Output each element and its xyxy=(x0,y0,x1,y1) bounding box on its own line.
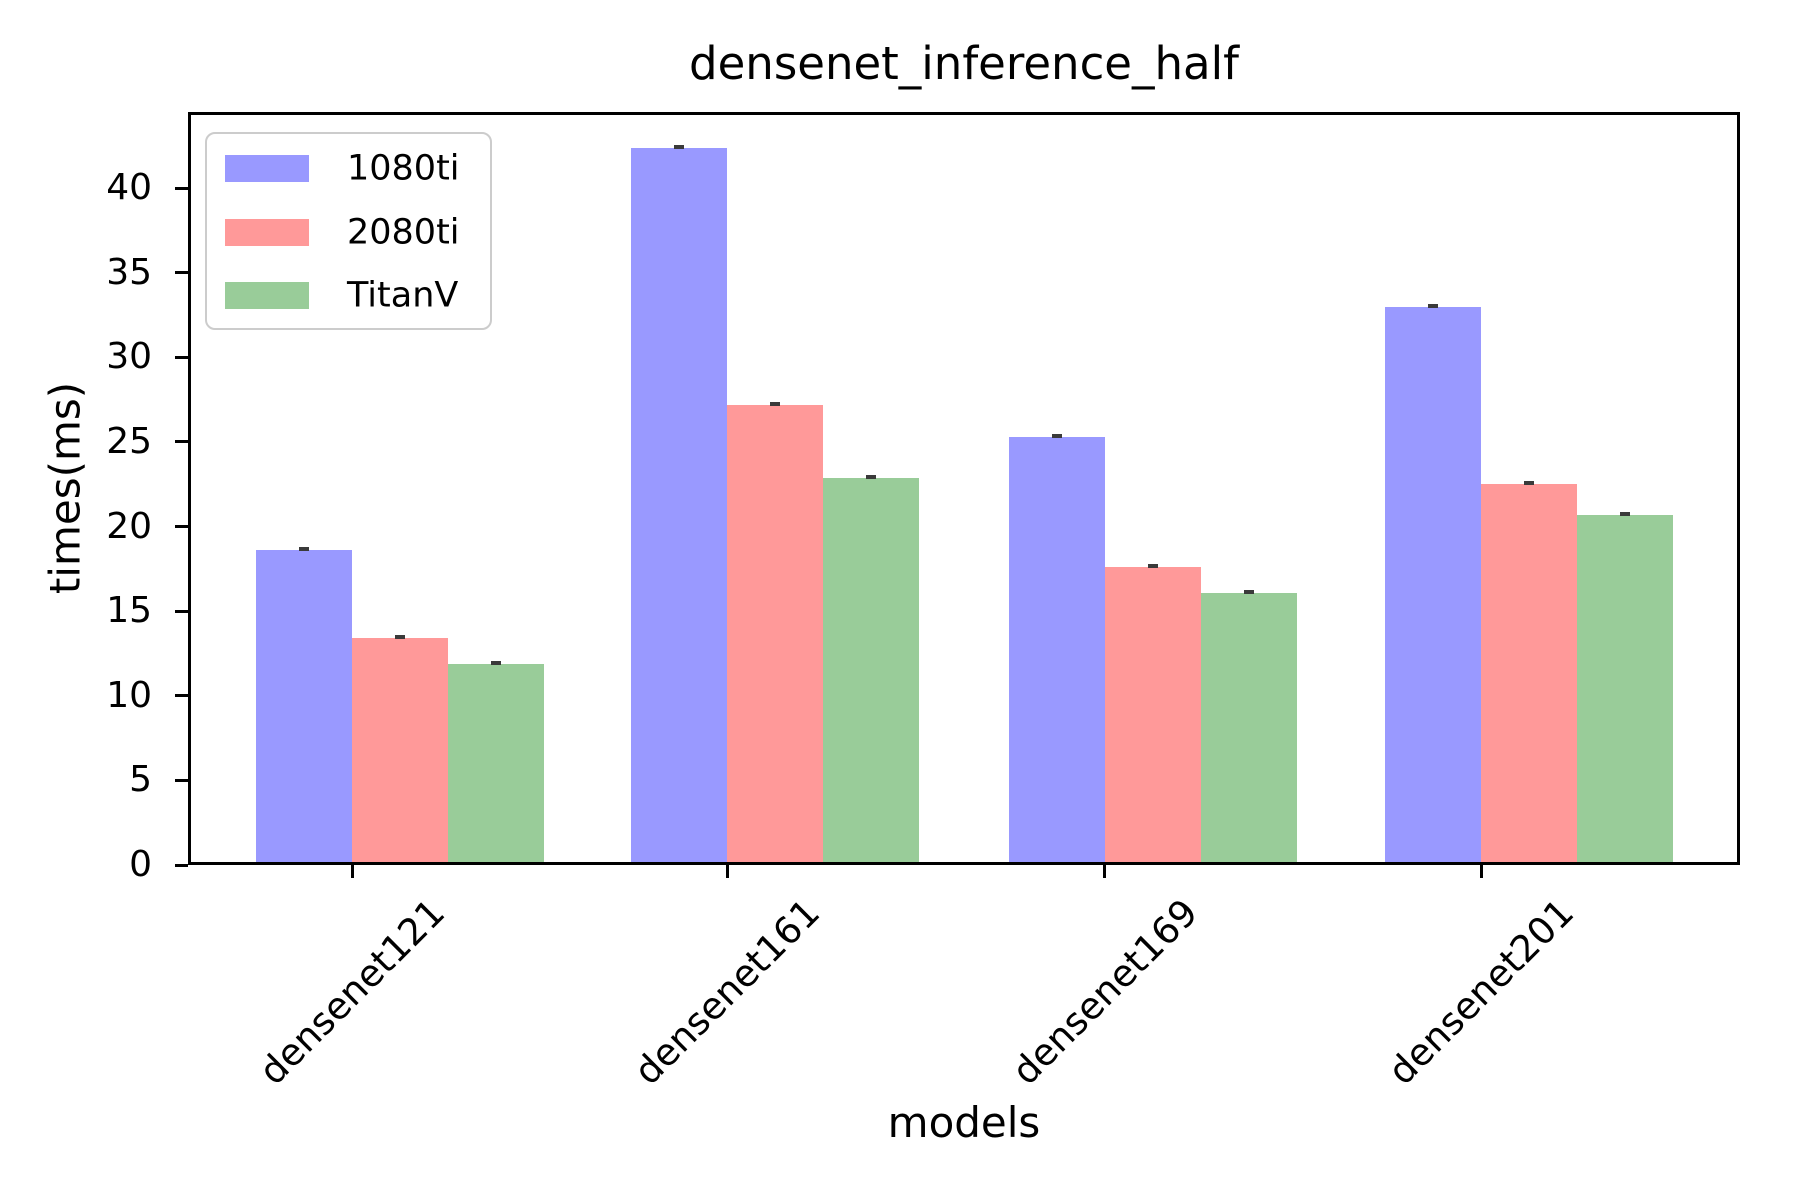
y-tick xyxy=(175,609,188,613)
x-axis-label: models xyxy=(887,1098,1041,1147)
y-tick xyxy=(175,186,188,190)
error-cap xyxy=(1051,433,1062,438)
x-tick xyxy=(725,865,729,878)
y-axis-label: times(ms) xyxy=(40,381,90,595)
error-cap xyxy=(674,144,685,149)
legend-label-1080ti: 1080ti xyxy=(347,148,460,188)
bar-densenet169-1080ti xyxy=(1008,436,1105,865)
error-cap xyxy=(1524,481,1534,486)
bar-densenet161-2080ti xyxy=(727,404,824,865)
error-cap xyxy=(1243,589,1254,594)
chart-title: densenet_inference_half xyxy=(689,37,1239,90)
y-tick-label: 10 xyxy=(106,674,152,716)
legend-item-TitanV: TitanV xyxy=(225,278,475,313)
y-tick-label: 25 xyxy=(106,420,152,462)
legend-item-2080ti: 2080ti xyxy=(225,215,475,250)
y-tick-label: 15 xyxy=(106,590,152,632)
legend-swatch-TitanV xyxy=(225,282,309,309)
x-tick-label-densenet121: densenet121 xyxy=(250,890,454,1094)
y-tick xyxy=(175,694,188,698)
error-cap xyxy=(770,401,781,406)
bar-densenet169-2080ti xyxy=(1104,567,1201,865)
legend: 1080ti 2080ti TitanV xyxy=(205,132,492,330)
legend-item-1080ti: 1080ti xyxy=(225,151,475,186)
y-tick-label: 40 xyxy=(106,167,152,209)
x-tick xyxy=(1479,865,1483,878)
x-tick-label-densenet201: densenet201 xyxy=(1379,890,1583,1094)
error-cap xyxy=(1428,303,1438,308)
y-tick xyxy=(175,440,188,444)
error-cap xyxy=(1147,564,1158,569)
y-tick-label: 35 xyxy=(106,251,152,293)
bar-densenet121-TitanV xyxy=(448,663,544,865)
x-tick-label-densenet161: densenet161 xyxy=(626,890,829,1094)
bar-densenet201-2080ti xyxy=(1481,484,1577,865)
error-cap xyxy=(491,660,501,665)
error-cap xyxy=(1620,511,1630,516)
error-cap xyxy=(866,474,877,479)
y-tick xyxy=(175,525,188,529)
legend-swatch-2080ti xyxy=(225,219,309,246)
legend-swatch-1080ti xyxy=(225,155,309,182)
bar-densenet201-1080ti xyxy=(1385,306,1481,865)
legend-label-TitanV: TitanV xyxy=(347,275,459,315)
y-tick xyxy=(175,778,188,782)
y-tick xyxy=(175,863,188,867)
bar-densenet201-TitanV xyxy=(1577,514,1673,865)
y-tick-label: 0 xyxy=(129,844,152,885)
y-tick-label: 20 xyxy=(106,505,152,547)
bar-densenet161-TitanV xyxy=(823,477,920,865)
x-tick-label-densenet169: densenet169 xyxy=(1003,890,1206,1094)
bar-densenet121-1080ti xyxy=(256,550,352,865)
x-tick xyxy=(1103,865,1107,878)
bar-densenet121-2080ti xyxy=(352,638,448,865)
legend-label-2080ti: 2080ti xyxy=(347,212,460,252)
error-cap xyxy=(299,547,309,552)
x-tick xyxy=(350,865,354,878)
y-tick xyxy=(175,271,188,275)
y-tick-label: 30 xyxy=(106,336,152,378)
error-cap xyxy=(395,635,405,640)
plot-area: 0 5 10 15 20 25 30 35 40 densenet121 densenet161 d… xyxy=(106,112,1740,1093)
y-tick xyxy=(175,355,188,359)
bar-densenet161-1080ti xyxy=(631,147,728,865)
bar-densenet169-TitanV xyxy=(1200,592,1297,865)
y-tick-label: 5 xyxy=(129,759,152,801)
